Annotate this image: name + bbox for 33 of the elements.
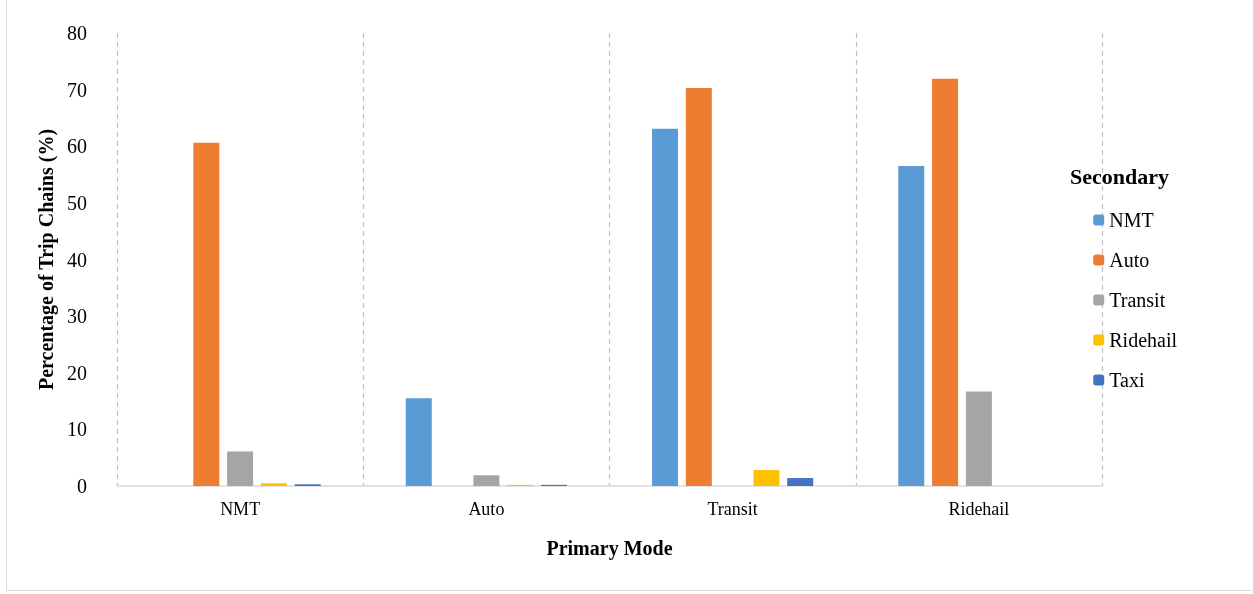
legend-label: Transit [1109, 289, 1166, 311]
y-tick-label: 40 [67, 248, 87, 271]
bar [898, 166, 925, 486]
x-tick-label: Ridehail [948, 499, 1010, 519]
y-tick-label: 20 [67, 361, 87, 384]
bar [193, 142, 220, 486]
bar [685, 87, 712, 486]
bar [753, 470, 780, 486]
legend-label: Auto [1109, 249, 1150, 271]
bar [227, 451, 254, 486]
bar [405, 398, 432, 486]
legend-label: NMT [1109, 209, 1154, 231]
bar [787, 478, 814, 486]
y-tick-label: 60 [67, 135, 87, 158]
y-axis-title: Percentage of Trip Chains (%) [35, 128, 59, 391]
x-tick-label: Transit [707, 499, 758, 519]
bar [652, 128, 679, 486]
x-axis-title: Primary Mode [546, 537, 673, 560]
x-tick-label: Auto [468, 499, 505, 519]
y-tick-label: 70 [67, 78, 87, 101]
bar [473, 475, 500, 486]
y-tick-label: 50 [67, 191, 87, 214]
x-tick-label: NMT [220, 499, 261, 519]
y-tick-label: 10 [67, 418, 87, 441]
y-tick-label: 0 [77, 475, 87, 497]
legend-label: Ridehail [1109, 329, 1178, 351]
legend-label: Taxi [1109, 369, 1145, 391]
bar [932, 78, 959, 486]
legend-title: Secondary [1070, 163, 1169, 189]
bar [965, 391, 992, 486]
bar [260, 483, 287, 486]
y-tick-label: 80 [67, 22, 87, 44]
y-tick-label: 30 [67, 305, 87, 328]
